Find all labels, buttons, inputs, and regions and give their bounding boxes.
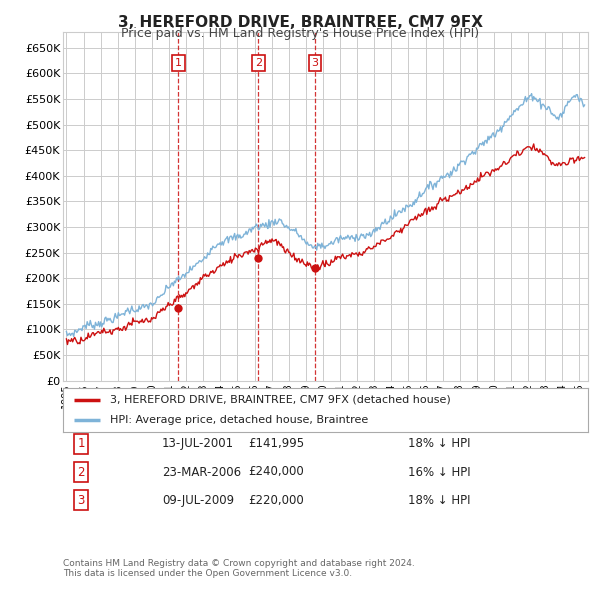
Text: Price paid vs. HM Land Registry's House Price Index (HPI): Price paid vs. HM Land Registry's House …: [121, 27, 479, 40]
Text: £141,995: £141,995: [248, 437, 304, 450]
Text: 09-JUL-2009: 09-JUL-2009: [162, 494, 234, 507]
Text: 1: 1: [77, 437, 85, 450]
Text: 3, HEREFORD DRIVE, BRAINTREE, CM7 9FX: 3, HEREFORD DRIVE, BRAINTREE, CM7 9FX: [118, 15, 482, 30]
Text: 2: 2: [255, 58, 262, 68]
Text: 1: 1: [175, 58, 182, 68]
Text: £240,000: £240,000: [248, 466, 304, 478]
Text: £220,000: £220,000: [248, 494, 304, 507]
Text: 18% ↓ HPI: 18% ↓ HPI: [408, 437, 470, 450]
Text: 3: 3: [77, 494, 85, 507]
Text: 3: 3: [311, 58, 319, 68]
Text: 18% ↓ HPI: 18% ↓ HPI: [408, 494, 470, 507]
Text: Contains HM Land Registry data © Crown copyright and database right 2024.: Contains HM Land Registry data © Crown c…: [63, 559, 415, 568]
Text: 3, HEREFORD DRIVE, BRAINTREE, CM7 9FX (detached house): 3, HEREFORD DRIVE, BRAINTREE, CM7 9FX (d…: [110, 395, 451, 405]
Text: 2: 2: [77, 466, 85, 478]
Text: This data is licensed under the Open Government Licence v3.0.: This data is licensed under the Open Gov…: [63, 569, 352, 578]
Text: 23-MAR-2006: 23-MAR-2006: [162, 466, 241, 478]
Text: 16% ↓ HPI: 16% ↓ HPI: [408, 466, 470, 478]
Text: 13-JUL-2001: 13-JUL-2001: [162, 437, 234, 450]
Text: HPI: Average price, detached house, Braintree: HPI: Average price, detached house, Brai…: [110, 415, 368, 425]
